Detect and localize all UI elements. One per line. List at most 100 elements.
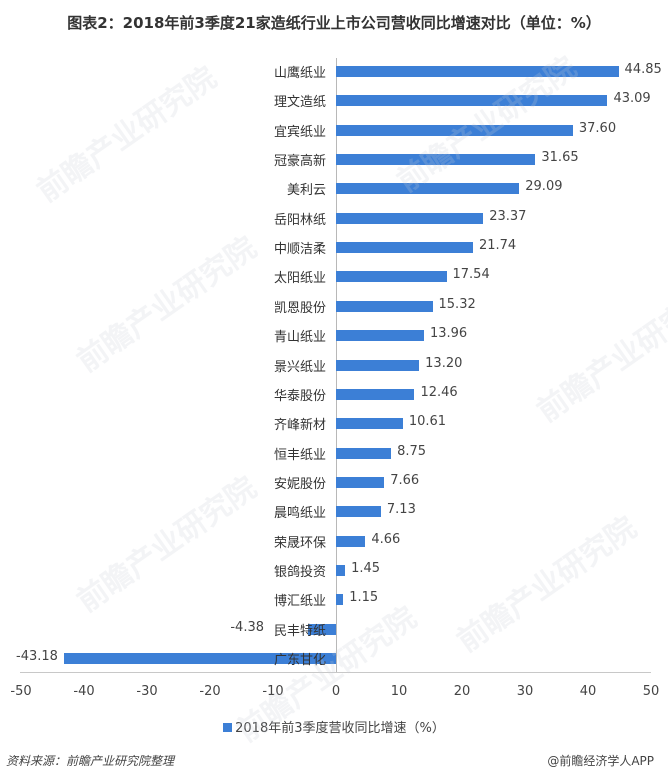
value-label: -43.18 xyxy=(16,649,58,664)
category-label: 晨鸣纸业 xyxy=(273,506,326,522)
bar xyxy=(336,212,484,224)
category-label: 冠豪高新 xyxy=(273,154,326,170)
value-label: 7.13 xyxy=(386,502,416,518)
x-tick-label: 20 xyxy=(453,684,471,699)
category-label: 博汇纸业 xyxy=(273,594,326,610)
category-label: 青山纸业 xyxy=(273,330,326,346)
bar xyxy=(336,183,520,195)
category-label: 岳阳林纸 xyxy=(273,212,326,228)
bar-row: 岳阳林纸 23.37 xyxy=(0,208,668,228)
category-label: 太阳纸业 xyxy=(273,271,326,287)
x-tick-label: 30 xyxy=(516,684,534,699)
category-label: 银鸽投资 xyxy=(273,564,326,580)
value-label: 10.61 xyxy=(408,414,447,430)
category-label: 景兴纸业 xyxy=(273,359,326,375)
x-tick-label: -40 xyxy=(73,684,95,699)
value-label: 8.75 xyxy=(397,443,427,459)
x-tick-label: 0 xyxy=(331,684,341,699)
bar xyxy=(336,594,344,606)
bar xyxy=(336,271,447,283)
bar xyxy=(336,300,433,312)
legend: 2018年前3季度营收同比增速（%） xyxy=(0,717,668,736)
value-label: 37.60 xyxy=(578,120,617,136)
x-tick-label: -20 xyxy=(199,684,221,699)
bar xyxy=(308,623,336,635)
x-tick-label: 40 xyxy=(579,684,597,699)
category-label: 民丰特纸 xyxy=(273,623,326,639)
category-label: 理文造纸 xyxy=(273,95,326,111)
bar-row: 安妮股份 7.66 xyxy=(0,472,668,492)
bar-row: 景兴纸业 13.20 xyxy=(0,355,668,375)
category-label: 广东甘化 xyxy=(273,653,326,668)
value-label: 1.15 xyxy=(349,590,379,606)
bar xyxy=(63,653,336,664)
x-tick-label: -10 xyxy=(262,684,284,699)
legend-swatch-icon xyxy=(223,723,233,732)
category-label: 安妮股份 xyxy=(273,476,326,492)
bar xyxy=(336,388,415,400)
value-label: 7.66 xyxy=(390,472,420,488)
bar-row: 银鸽投资 1.45 xyxy=(0,560,668,580)
bar-row: 华泰股份 12.46 xyxy=(0,384,668,404)
category-label: 中顺洁柔 xyxy=(273,242,326,258)
category-label: 宜宾纸业 xyxy=(273,124,326,140)
bar-row: 理文造纸 43.09 xyxy=(0,90,668,110)
value-label: 13.20 xyxy=(425,355,463,371)
bar-row: 齐峰新材 10.61 xyxy=(0,413,668,433)
bar xyxy=(336,447,392,459)
bar-row: 中顺洁柔 21.74 xyxy=(0,237,668,257)
value-label: 29.09 xyxy=(525,179,563,195)
bar xyxy=(336,95,608,107)
legend-label: 2018年前3季度营收同比增速（%） xyxy=(235,721,445,736)
value-label: 12.46 xyxy=(420,384,458,400)
bar-row: 美利云 29.09 xyxy=(0,178,668,198)
value-label: 17.54 xyxy=(452,267,490,283)
bar xyxy=(336,66,619,77)
category-label: 齐峰新材 xyxy=(273,418,326,434)
category-label: 美利云 xyxy=(286,183,326,199)
x-tick-label: 50 xyxy=(642,684,660,699)
bar-row: 太阳纸业 17.54 xyxy=(0,266,668,286)
bar-row: 博汇纸业 1.15 xyxy=(0,589,668,609)
category-label: 恒丰纸业 xyxy=(273,447,326,463)
category-label: 凯恩股份 xyxy=(273,300,326,316)
category-label: 山鹰纸业 xyxy=(273,66,326,81)
bar-row: 青山纸业 13.96 xyxy=(0,325,668,345)
value-label: 31.65 xyxy=(541,150,579,166)
bar-row: 荣晟环保 4.66 xyxy=(0,531,668,551)
bar xyxy=(336,154,536,166)
value-label: 23.37 xyxy=(489,208,527,224)
bar xyxy=(336,330,424,342)
x-tick-label: -50 xyxy=(10,684,32,699)
bar-row: 冠豪高新 31.65 xyxy=(0,149,668,169)
bar-row: 晨鸣纸业 7.13 xyxy=(0,501,668,521)
value-label: 4.66 xyxy=(371,531,401,547)
credit-note: @前瞻经济学人APP xyxy=(547,754,654,768)
value-label: 15.32 xyxy=(438,296,476,312)
x-tick-label: -30 xyxy=(136,684,158,699)
x-axis-line xyxy=(20,672,651,673)
bar xyxy=(336,418,403,430)
value-label: 21.74 xyxy=(478,238,517,254)
bar-chart-plot: 山鹰纸业 44.85 理文造纸 43.09 宜宾纸业 37.60 冠豪高新 31.65 美利云 2… xyxy=(0,58,668,673)
chart-title: 图表2：2018年前3季度21家造纸行业上市公司营收同比增速对比（单位：%） xyxy=(67,14,601,32)
bar-row: 广东甘化 -43.18 xyxy=(0,648,668,668)
source-note: 资料来源：前瞻产业研究院整理 xyxy=(6,754,175,768)
bar xyxy=(336,476,385,488)
category-label: 荣晟环保 xyxy=(273,535,326,551)
value-label: 43.09 xyxy=(613,91,651,107)
bar xyxy=(336,506,381,518)
x-tick-label: 10 xyxy=(390,684,408,699)
bar xyxy=(336,124,573,136)
bar-row: 凯恩股份 15.32 xyxy=(0,296,668,316)
value-label: 44.85 xyxy=(624,62,662,77)
bar xyxy=(336,535,366,547)
bar-row: 宜宾纸业 37.60 xyxy=(0,120,668,140)
bar-row: 山鹰纸业 44.85 xyxy=(0,61,668,81)
bar xyxy=(336,242,473,254)
value-label: -4.38 xyxy=(230,619,264,635)
bar xyxy=(336,359,420,371)
value-label: 1.45 xyxy=(351,560,381,576)
category-label: 华泰股份 xyxy=(273,388,326,404)
bar-row: 恒丰纸业 8.75 xyxy=(0,443,668,463)
